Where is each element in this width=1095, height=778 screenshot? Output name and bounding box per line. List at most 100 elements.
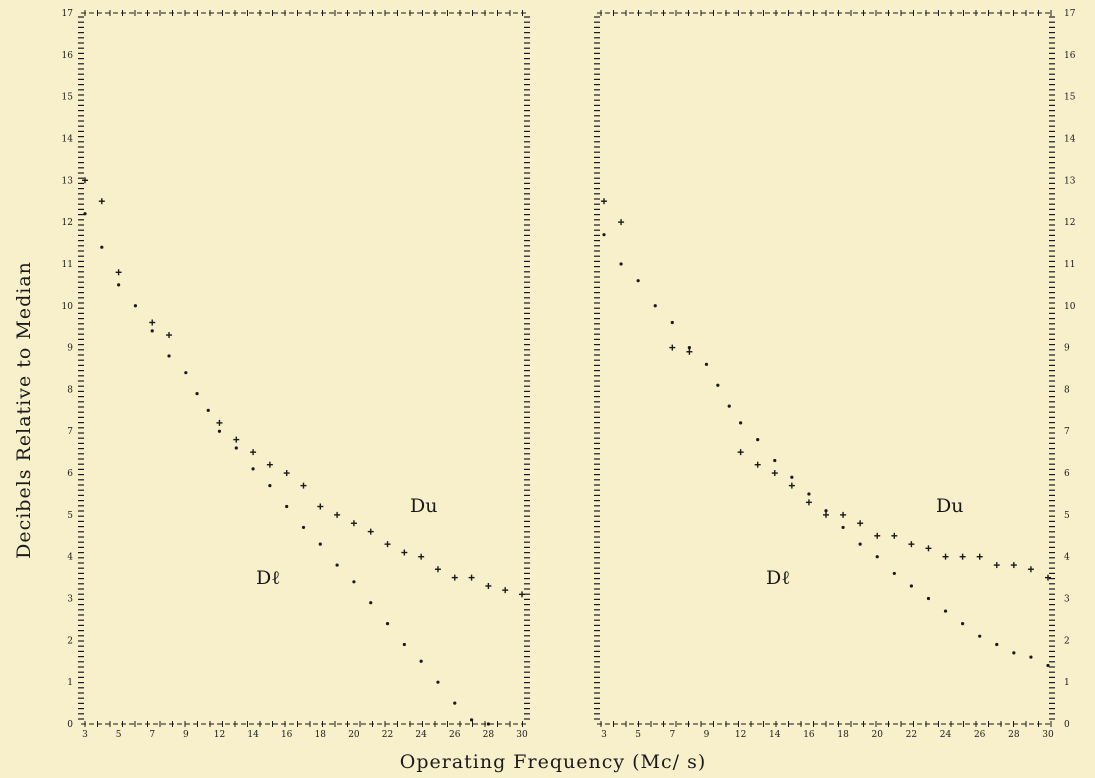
y-tick-label: 16 <box>1064 51 1076 61</box>
du-curve-label: Du <box>936 495 963 517</box>
y-tick-label: 14 <box>1064 134 1076 144</box>
dl-point <box>602 233 606 237</box>
du-point <box>669 344 676 351</box>
x-tick-label: 5 <box>116 730 122 740</box>
du-point <box>434 566 441 573</box>
y-tick-label: 7 <box>1064 427 1070 437</box>
dl-point <box>150 329 154 333</box>
du-point <box>805 499 812 506</box>
x-tick-label: 7 <box>669 730 675 740</box>
y-tick-label: 17 <box>62 9 74 19</box>
dl-point <box>318 542 322 546</box>
y-tick-label: 2 <box>1064 636 1070 646</box>
y-tick-label: 5 <box>67 511 73 521</box>
du-point <box>771 470 778 477</box>
dl-point <box>739 421 743 425</box>
x-tick-label: 24 <box>940 730 952 740</box>
du-point <box>384 541 391 548</box>
dl-point <box>943 609 948 613</box>
y-tick-label: 5 <box>1064 511 1070 521</box>
x-tick-label: 7 <box>149 730 155 740</box>
x-tick-label: 5 <box>635 730 641 740</box>
x-tick-label: 16 <box>803 730 815 740</box>
dl-point <box>402 642 406 647</box>
dl-point <box>756 438 760 442</box>
du-point <box>925 545 932 552</box>
du-point <box>601 198 607 205</box>
dl-point <box>352 580 356 584</box>
dl-point <box>653 304 657 308</box>
x-tick-label: 20 <box>348 730 360 740</box>
y-tick-label: 6 <box>1064 469 1070 479</box>
du-point <box>754 461 761 468</box>
x-tick-label: 3 <box>82 730 88 740</box>
x-tick-label: 18 <box>315 730 327 740</box>
x-tick-label: 3 <box>601 730 607 740</box>
du-point <box>908 541 915 548</box>
du-point <box>250 449 257 456</box>
du-point <box>283 470 290 477</box>
dl-point <box>716 383 720 387</box>
dl-point <box>83 212 87 216</box>
dl-point <box>858 542 862 546</box>
du-point <box>115 269 122 276</box>
dl-point <box>100 245 104 249</box>
du-point <box>840 511 847 518</box>
y-tick-label: 7 <box>67 427 73 437</box>
y-tick-label: 11 <box>1064 260 1075 270</box>
du-point <box>959 553 966 560</box>
du-point <box>149 319 156 326</box>
y-tick-label: 12 <box>62 218 73 228</box>
dl-curve-label: Dℓ <box>256 567 280 589</box>
dl-point <box>1012 651 1016 655</box>
y-tick-label: 15 <box>62 93 74 103</box>
dl-point <box>704 362 709 366</box>
dl-point <box>436 680 440 684</box>
du-point <box>1027 566 1034 573</box>
du-point <box>519 591 525 598</box>
du-point <box>737 449 744 456</box>
dl-point <box>670 320 674 325</box>
y-tick-label: 1 <box>1064 678 1070 688</box>
y-tick-label: 1 <box>67 678 73 688</box>
dl-point <box>251 467 255 471</box>
du-curve-label: Du <box>410 495 437 517</box>
dl-point <box>133 304 138 308</box>
dl-point <box>453 701 457 705</box>
y-tick-label: 16 <box>62 51 74 61</box>
dl-point <box>167 354 171 358</box>
dl-point <box>773 458 777 463</box>
x-axis-title: Operating Frequency (Mc/ s) <box>400 751 706 773</box>
du-point <box>350 520 357 527</box>
dl-point <box>285 504 289 509</box>
x-tick-label: 12 <box>735 730 746 740</box>
x-tick-label: 22 <box>382 730 393 740</box>
y-tick-label: 14 <box>62 134 74 144</box>
dl-point <box>369 601 373 605</box>
dl-point <box>995 642 999 647</box>
dl-point <box>234 446 238 450</box>
x-tick-label: 20 <box>872 730 884 740</box>
y-tick-label: 3 <box>1064 595 1070 605</box>
dl-point <box>892 571 896 576</box>
y-tick-label: 10 <box>1064 302 1076 312</box>
du-point <box>485 582 492 589</box>
dl-point <box>875 555 879 559</box>
x-tick-label: 26 <box>449 730 461 740</box>
y-tick-label: 4 <box>1064 553 1070 563</box>
y-tick-label: 15 <box>1064 93 1076 103</box>
y-axis-title: Decibels Relative to Median <box>13 261 35 559</box>
x-tick-label: 30 <box>516 730 528 740</box>
du-point <box>82 177 88 184</box>
y-tick-label: 0 <box>1064 720 1070 730</box>
dl-point <box>385 622 390 626</box>
du-point <box>823 511 829 518</box>
dl-point <box>841 525 845 530</box>
dl-point <box>978 634 982 638</box>
y-tick-label: 6 <box>67 469 73 479</box>
x-tick-label: 28 <box>1008 730 1020 740</box>
y-tick-label: 2 <box>67 636 73 646</box>
dl-point <box>217 429 222 433</box>
